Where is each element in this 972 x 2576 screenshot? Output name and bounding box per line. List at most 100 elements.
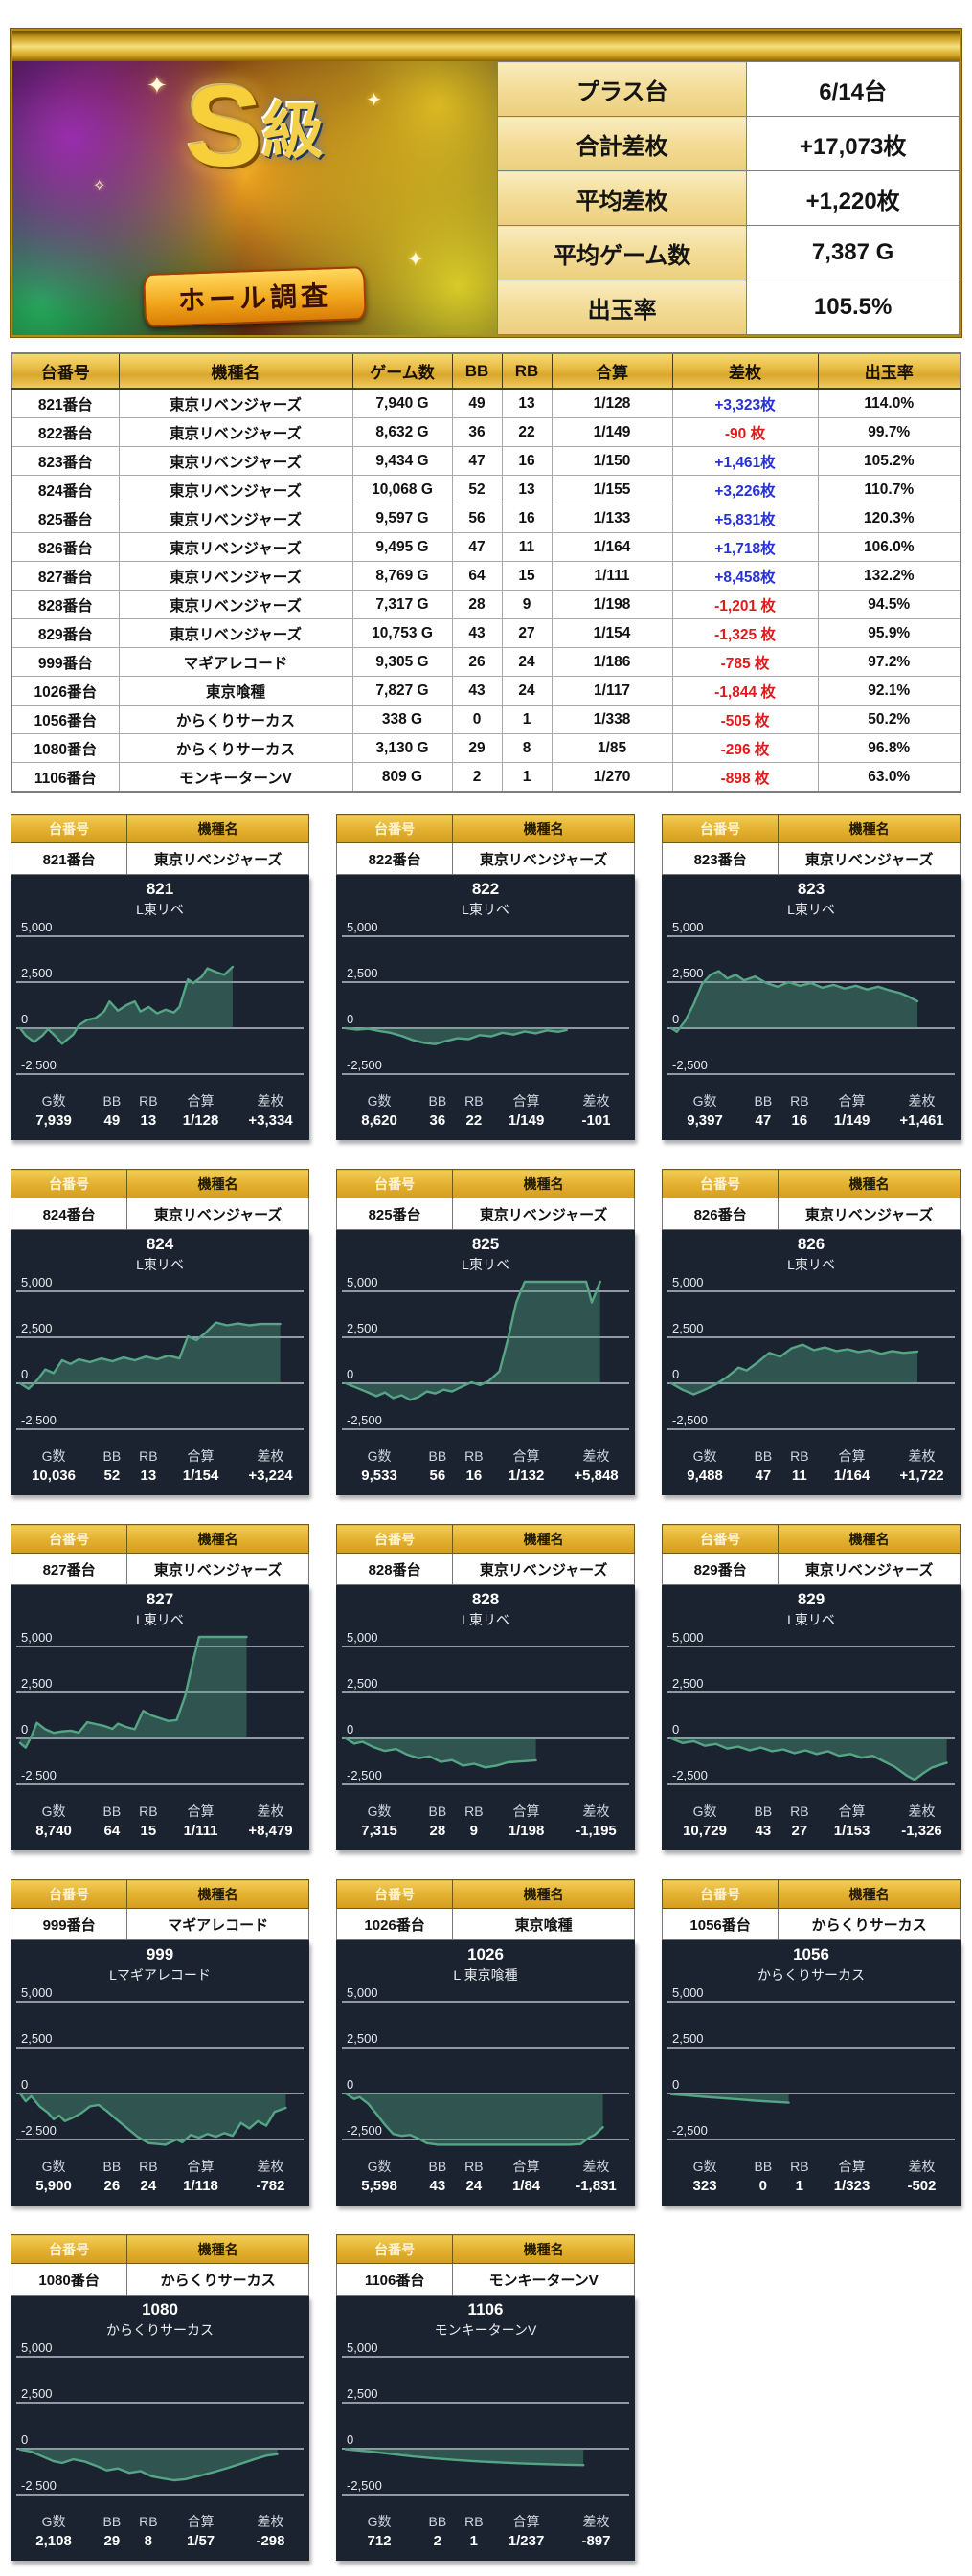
cell-bb: 2 — [451, 762, 503, 793]
cell-bb: 43 — [451, 618, 503, 648]
cell-bb: 29 — [451, 733, 503, 763]
s-rank-logo: S級 ✦ ✦ ✧ ✦ ホール調査 — [12, 61, 497, 335]
stat-label-gassan: 合算 — [512, 2159, 540, 2174]
stat-label-diff: 差枚 — [582, 2514, 610, 2529]
cell-diff: -1,844 枚 — [671, 676, 819, 706]
line-chart: 5,000 2,500 0 -2,500 — [342, 1631, 629, 1785]
stat-label-rb: RB — [464, 1803, 484, 1819]
cell-rb: 9 — [501, 590, 553, 619]
stat-value-diff: -298 — [256, 2533, 285, 2549]
stat-label-games: G数 — [367, 2159, 392, 2174]
stat-value-gassan: 1/149 — [833, 1112, 870, 1129]
cell-unit-number: 1106番台 — [11, 762, 120, 793]
y-axis-tick-label: 0 — [672, 2077, 679, 2092]
chart-stats: G数 BB RB 合算 差枚 7,315 28 9 1/198 -1,195 — [336, 1802, 635, 1842]
summary-value: +17,073枚 — [746, 116, 960, 171]
card-unit-header: 台番号 — [661, 1879, 780, 1909]
table-row: 828番台 東京リベンジャーズ 7,317 G 28 9 1/198 -1,20… — [11, 590, 961, 619]
cell-gassan: 1/133 — [551, 504, 673, 533]
stat-value-bb: 29 — [103, 2533, 121, 2549]
y-axis-tick-label: 2,500 — [672, 966, 704, 980]
cell-rate: 97.2% — [817, 647, 961, 677]
cell-unit-number: 828番台 — [11, 590, 120, 619]
card-unit-number: 829番台 — [661, 1553, 780, 1585]
chart-panel: 826 L東リベ 5,000 2,500 0 -2,500 G数 BB RB 合算 差… — [662, 1230, 961, 1495]
cell-rate: 95.9% — [817, 618, 961, 648]
machine-chart-card: 台番号 機種名 822番台 東京リベンジャーズ 822 L東リベ 5,000 2,… — [335, 814, 635, 1140]
card-unit-number: 821番台 — [10, 842, 128, 875]
card-unit-number: 828番台 — [335, 1553, 454, 1585]
stat-label-bb: BB — [102, 1448, 122, 1464]
chart-subtitle: L東リベ — [462, 902, 509, 917]
stat-value-bb: 47 — [755, 1112, 772, 1129]
cell-rate: 99.7% — [817, 417, 961, 447]
table-row: 827番台 東京リベンジャーズ 8,769 G 64 15 1/111 +8,4… — [11, 561, 961, 591]
stat-value-diff: -502 — [907, 2178, 937, 2194]
stat-label-rb: RB — [464, 2514, 484, 2529]
card-unit-number: 822番台 — [335, 842, 454, 875]
cell-rate: 110.7% — [817, 475, 961, 504]
machine-chart-card: 台番号 機種名 828番台 東京リベンジャーズ 828 L東リベ 5,000 2,… — [335, 1524, 635, 1850]
y-axis-tick-label: -2,500 — [21, 1058, 57, 1072]
stat-value-rb: 16 — [465, 1467, 483, 1484]
summary-row: 平均差枚 +1,220枚 — [496, 170, 960, 226]
line-chart: 5,000 2,500 0 -2,500 — [16, 1276, 304, 1430]
y-axis-tick-label: 5,000 — [21, 921, 53, 934]
stat-label-rb: RB — [139, 1093, 158, 1109]
y-axis-tick-label: 0 — [347, 1722, 353, 1736]
stat-value-gassan: 1/154 — [182, 1467, 219, 1484]
stat-label-gassan: 合算 — [838, 1093, 866, 1109]
line-chart: 5,000 2,500 0 -2,500 — [342, 1986, 629, 2146]
chart-subtitle: Lマギアレコード — [109, 1967, 211, 1982]
stat-value-bb: 0 — [758, 2178, 767, 2194]
y-axis-tick-label: 2,500 — [347, 2386, 378, 2401]
cell-bb: 47 — [451, 532, 503, 562]
card-unit-header: 台番号 — [335, 2234, 454, 2264]
machine-chart-card: 台番号 機種名 825番台 東京リベンジャーズ 825 L東リベ 5,000 2,… — [335, 1169, 635, 1495]
card-unit-number: 823番台 — [661, 842, 780, 875]
stat-label-gassan: 合算 — [187, 1093, 215, 1109]
chart-title: 823 — [797, 880, 825, 898]
rank-badge: S級 — [12, 69, 497, 184]
stat-value-games: 323 — [692, 2178, 717, 2194]
stat-label-games: G数 — [41, 1448, 66, 1464]
card-machine-name: 東京リベンジャーズ — [126, 1198, 309, 1230]
stat-label-diff: 差枚 — [582, 1803, 610, 1819]
summary-row: 合計差枚 +17,073枚 — [496, 116, 960, 171]
y-axis-tick-label: 2,500 — [347, 966, 378, 980]
cell-games: 3,130 G — [351, 733, 453, 763]
cell-bb: 28 — [451, 590, 503, 619]
stat-value-rb: 27 — [791, 1823, 808, 1839]
card-unit-header: 台番号 — [661, 814, 780, 843]
y-axis-tick-label: 2,500 — [21, 2031, 53, 2046]
cell-gassan: 1/338 — [551, 705, 673, 734]
line-chart: 5,000 2,500 0 -2,500 — [16, 1631, 304, 1785]
y-axis-tick-label: 5,000 — [672, 921, 704, 934]
stat-value-rb: 1 — [469, 2533, 478, 2549]
cell-bb: 47 — [451, 446, 503, 476]
cell-bb: 36 — [451, 417, 503, 447]
stat-value-games: 5,900 — [35, 2178, 72, 2194]
cell-machine-name: モンキーターンV — [118, 762, 353, 793]
chart-subtitle: L東リベ — [136, 1257, 184, 1272]
cell-machine-name: 東京喰種 — [118, 676, 353, 706]
summary-value: +1,220枚 — [746, 170, 960, 226]
stat-value-bb: 56 — [429, 1467, 446, 1484]
stat-label-games: G数 — [367, 1803, 392, 1819]
stat-value-games: 7,939 — [35, 1112, 72, 1129]
stat-value-bb: 64 — [103, 1823, 121, 1839]
chart-stats: G数 BB RB 合算 差枚 10,729 43 27 1/153 -1,326 — [662, 1802, 961, 1842]
cell-diff: +3,323枚 — [671, 388, 819, 418]
stat-label-bb: BB — [428, 1448, 447, 1464]
y-axis-tick-label: 5,000 — [347, 2341, 378, 2355]
cell-games: 9,495 G — [351, 532, 453, 562]
cell-gassan: 1/186 — [551, 647, 673, 677]
chart-panel: 825 L東リベ 5,000 2,500 0 -2,500 G数 BB RB 合算 差… — [336, 1230, 635, 1495]
chart-stats: G数 BB RB 合算 差枚 2,108 29 8 1/57 -298 — [11, 2512, 309, 2552]
stat-value-rb: 15 — [140, 1823, 157, 1839]
sparkle-star-icon: ✦ — [147, 71, 168, 100]
card-unit-number: 999番台 — [10, 1908, 128, 1940]
stat-label-rb: RB — [464, 1448, 484, 1464]
machine-chart-card: 台番号 機種名 824番台 東京リベンジャーズ 824 L東リベ 5,000 2,… — [10, 1169, 309, 1495]
